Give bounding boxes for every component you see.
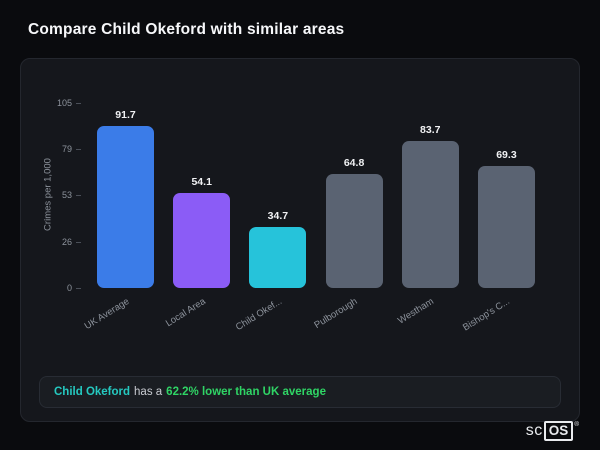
- y-tick: 53: [35, 190, 81, 200]
- bar-value-label: 34.7: [267, 209, 289, 222]
- x-axis-label: Westham: [396, 296, 437, 327]
- bar-value-label: 83.7: [420, 123, 441, 136]
- summary-note: Child Okeford has a 62.2% lower than UK …: [39, 376, 561, 408]
- bar: [477, 165, 535, 288]
- y-tick: 0: [35, 283, 81, 293]
- note-text: has a: [134, 386, 163, 398]
- bar-value-label: 54.1: [191, 175, 212, 188]
- scos-logo: sc OS ®: [526, 421, 579, 441]
- bar-group: 54.1 Local Area: [164, 103, 231, 329]
- bar-group: 34.7 Child Okef...: [234, 103, 307, 333]
- logo-prefix: sc: [525, 422, 543, 439]
- logo-suffix: OS: [543, 421, 574, 441]
- bar-group: 64.8 Pulborough: [313, 103, 383, 331]
- y-tick: 26: [35, 237, 81, 247]
- bar-group: 91.7 UK Average: [83, 103, 154, 332]
- bar-group: 83.7 Westham: [396, 103, 459, 327]
- y-tick: 105: [35, 98, 81, 108]
- plot-area: 91.7 UK Average 54.1 Local Area 34.7 Chi…: [83, 103, 535, 333]
- registered-mark: ®: [574, 421, 579, 428]
- bar-value-label: 91.7: [115, 109, 136, 122]
- bar: [401, 140, 459, 288]
- chart-card: Crimes per 1,000 105 79 53 26 0 91.7 UK …: [20, 58, 580, 422]
- x-axis-label: Pulborough: [312, 296, 360, 332]
- x-axis-label: Bishop's C...: [461, 296, 513, 334]
- page-title: Compare Child Okeford with similar areas: [28, 21, 345, 38]
- x-axis-label: UK Average: [82, 296, 132, 333]
- x-axis-label: Child Okef...: [233, 296, 284, 334]
- bar: [97, 126, 154, 288]
- y-tick: 79: [35, 144, 81, 154]
- note-stat: 62.2% lower than UK average: [166, 386, 326, 398]
- bar-group: 69.3 Bishop's C...: [461, 103, 535, 333]
- bar: [325, 173, 383, 288]
- bar-value-label: 69.3: [496, 148, 517, 161]
- bar: [249, 226, 307, 288]
- note-area-name: Child Okeford: [54, 386, 131, 398]
- bar: [173, 192, 231, 288]
- x-axis-label: Local Area: [163, 296, 208, 330]
- bar-value-label: 64.8: [343, 156, 365, 169]
